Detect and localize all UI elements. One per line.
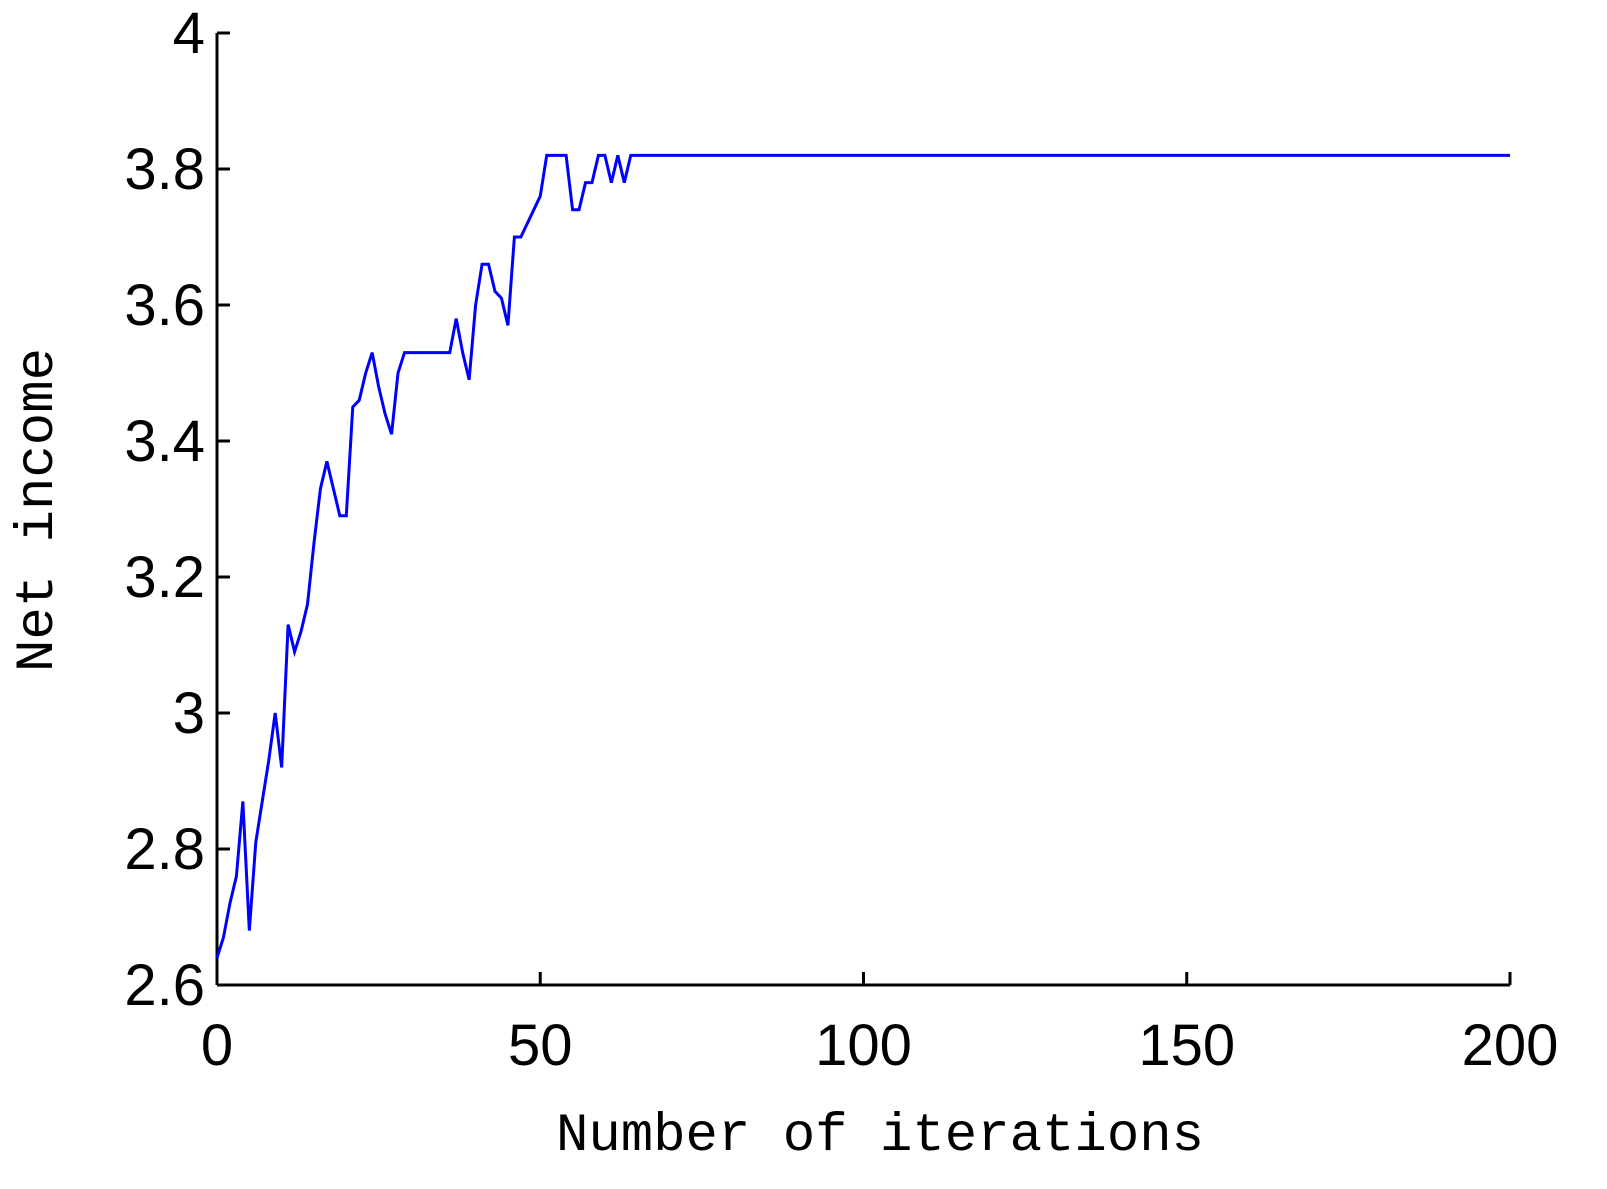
- y-tick-label: 3.6: [124, 273, 205, 338]
- y-tick-label: 3.4: [124, 409, 205, 474]
- y-axis-label: Net income: [8, 348, 69, 672]
- y-tick-label: 3.8: [124, 137, 205, 202]
- y-tick-label: 2.6: [124, 953, 205, 1018]
- x-tick-label: 150: [1138, 1013, 1235, 1078]
- x-tick-label: 0: [201, 1013, 233, 1078]
- x-tick-label: 50: [508, 1013, 573, 1078]
- y-tick-label: 4: [173, 1, 205, 66]
- x-axis-label: Number of iterations: [556, 1106, 1204, 1167]
- y-tick-label: 3.2: [124, 545, 205, 610]
- x-tick-label: 100: [815, 1013, 912, 1078]
- line-series: [215, 153, 1510, 959]
- y-tick-label: 2.8: [124, 817, 205, 882]
- x-tick-label: 200: [1462, 1013, 1559, 1078]
- y-tick-label: 3: [173, 681, 205, 746]
